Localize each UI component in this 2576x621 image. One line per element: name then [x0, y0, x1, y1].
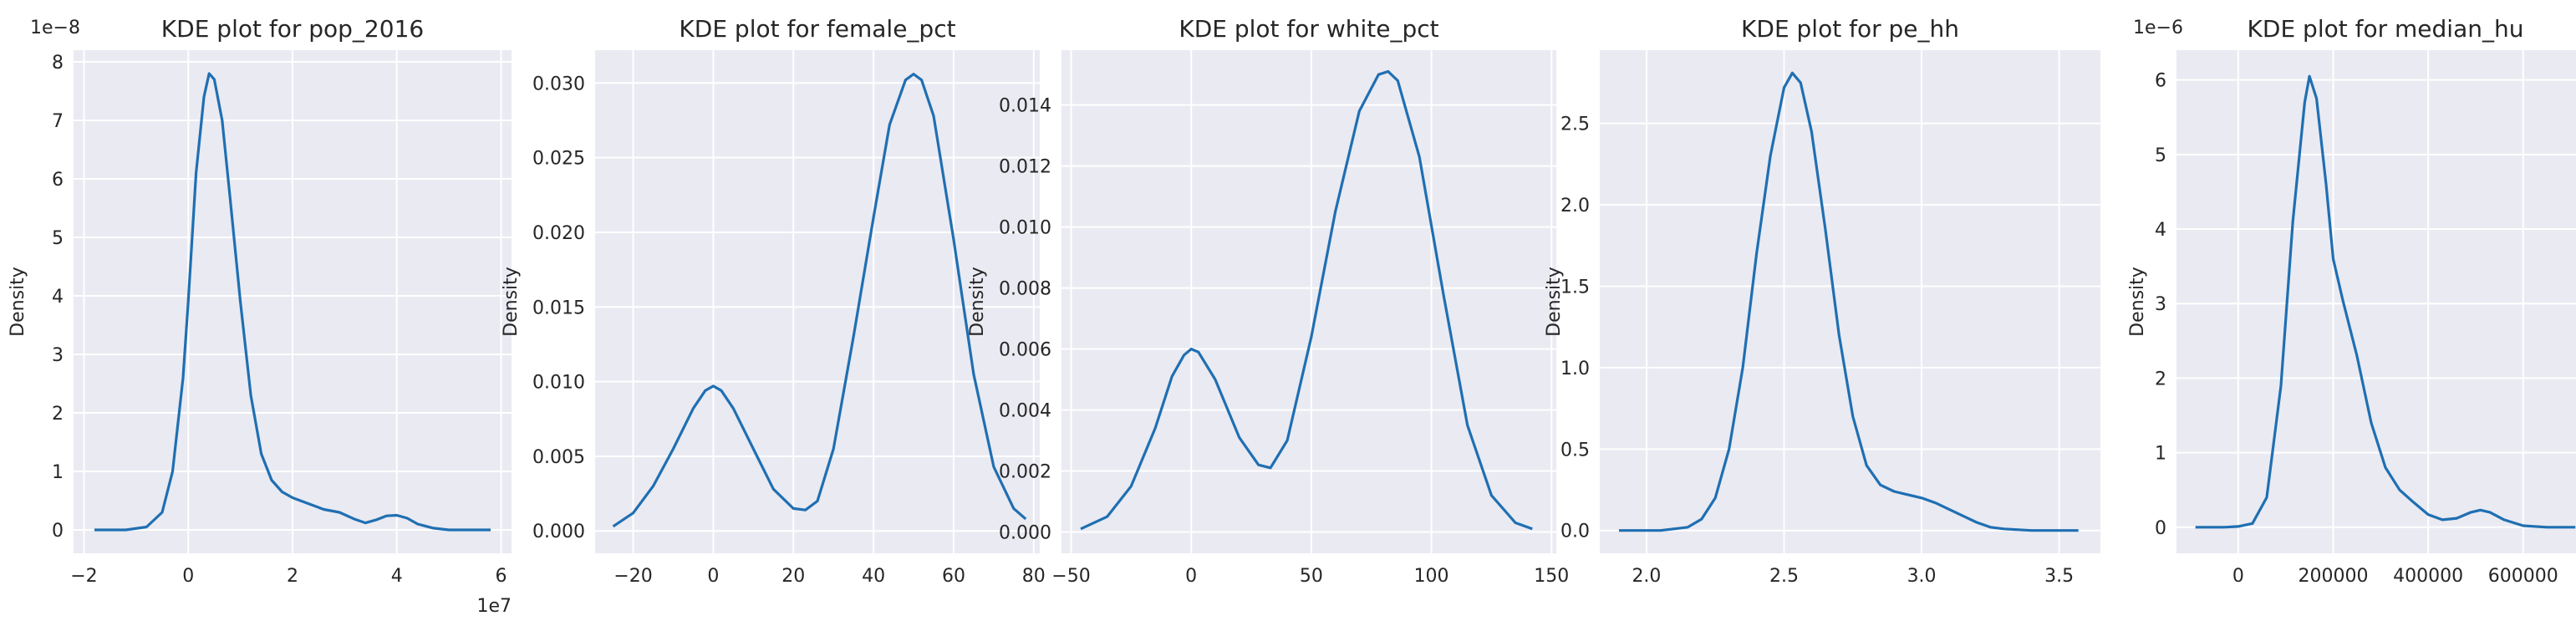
y-tick-label: 2: [52, 404, 64, 425]
x-tick-label: 0: [1185, 566, 1197, 587]
y-tick-label: 0.020: [532, 223, 585, 244]
chart-title: KDE plot for median_hu: [2248, 15, 2524, 43]
y-tick-label: 0.5: [1560, 440, 1590, 461]
x-tick-label: 50: [1300, 566, 1323, 587]
y-axis-label: Density: [8, 267, 28, 337]
chart-5: 0 200000 400000 600000 0 1 2 3 4 5 6 KDE plot for m…: [2127, 15, 2576, 587]
x-tick-label: 0: [182, 566, 194, 587]
y-axis-label: Density: [1544, 267, 1565, 337]
y-tick-label: 0: [2155, 518, 2166, 539]
y-tick-label: 1: [2155, 444, 2166, 465]
kde-line: [1619, 71, 2079, 532]
y-axis-label: Density: [967, 267, 988, 337]
y-tick-label: 0.030: [532, 74, 585, 94]
y-tick-label: 0.008: [999, 279, 1051, 300]
y-offset-label: 1e−6: [2133, 18, 2183, 38]
y-tick-label: 0.000: [532, 522, 585, 542]
chart-2: −20 0 20 40 60 80 0.000 0.005 0.010 0.015 0.020 0.0…: [501, 15, 1046, 587]
y-tick-label: 2.0: [1560, 196, 1590, 216]
y-tick-label: 5: [2155, 145, 2166, 166]
x-tick-label: 0: [2232, 566, 2244, 587]
plot-area: [1600, 50, 2100, 553]
chart-title: KDE plot for female_pct: [679, 15, 955, 43]
x-offset-label: 1e7: [476, 596, 512, 617]
x-tick-label: 200000: [2299, 566, 2369, 587]
chart-title: KDE plot for pe_hh: [1741, 15, 1959, 43]
x-tick-label: 2: [287, 566, 298, 587]
x-tick-label: 150: [1534, 566, 1569, 587]
x-tick-label: 4: [391, 566, 403, 587]
y-axis-label: Density: [2127, 267, 2148, 337]
kde-line: [2195, 74, 2576, 529]
kde-line: [94, 72, 491, 532]
y-tick-label: 6: [52, 170, 64, 191]
x-tick-label: 3.0: [1907, 566, 1937, 587]
y-tick-label: 0.000: [999, 522, 1051, 543]
y-tick-label: 0.005: [532, 447, 585, 468]
x-tick-label: 80: [1022, 566, 1046, 587]
y-offset-label: 1e−8: [30, 18, 80, 38]
y-tick-label: 0.012: [999, 157, 1051, 178]
y-tick-label: 0.006: [999, 340, 1051, 361]
x-tick-label: 2.5: [1769, 566, 1799, 587]
chart-4: 2.0 2.5 3.0 3.5 0.0 0.5 1.0 1.5 2.0 2.5 KDE plot f…: [1544, 15, 2100, 587]
y-tick-label: 5: [52, 228, 64, 249]
x-tick-label: −50: [1051, 566, 1090, 587]
x-tick-label: 100: [1414, 566, 1449, 587]
x-tick-label: 400000: [2393, 566, 2463, 587]
y-tick-label: 4: [2155, 220, 2166, 241]
y-tick-label: 0.010: [532, 373, 585, 394]
chart-1: −2 0 2 4 6 0 1 2 3 4 5 6 7 8 KDE plot for pop_2016 Dens…: [8, 15, 512, 617]
y-tick-label: 0.025: [532, 149, 585, 170]
chart-title: KDE plot for white_pct: [1179, 15, 1438, 43]
y-tick-label: 4: [52, 287, 64, 308]
y-axis-label: Density: [501, 267, 522, 337]
y-tick-label: 0.015: [532, 298, 585, 318]
y-tick-label: 2: [2155, 369, 2166, 389]
y-tick-label: 0.010: [999, 218, 1051, 239]
x-tick-label: 20: [781, 566, 805, 587]
kde-line: [1080, 69, 1533, 531]
x-tick-label: 6: [496, 566, 507, 587]
chart-title: KDE plot for pop_2016: [161, 15, 424, 43]
chart-3: −50 0 50 100 150 0.000 0.002 0.004 0.006 0.008 0.0…: [967, 15, 1569, 587]
y-tick-label: 1.0: [1560, 359, 1590, 379]
y-tick-label: 6: [2155, 71, 2166, 92]
y-tick-label: 3: [2155, 294, 2166, 315]
x-tick-label: −20: [613, 566, 652, 587]
plot-area: [2176, 50, 2576, 553]
plot-area: [595, 50, 1040, 553]
x-tick-label: −2: [70, 566, 97, 587]
plot-area: [1061, 50, 1556, 553]
y-tick-label: 0.014: [999, 96, 1051, 117]
x-tick-label: 600000: [2488, 566, 2558, 587]
y-tick-label: 0.004: [999, 401, 1051, 422]
kde-line: [612, 73, 1027, 528]
x-tick-label: 3.5: [2044, 566, 2074, 587]
x-tick-label: 2.0: [1632, 566, 1661, 587]
y-tick-label: 0: [52, 521, 64, 542]
y-tick-label: 1.5: [1560, 277, 1590, 298]
y-tick-label: 8: [52, 53, 64, 74]
y-tick-label: 1: [52, 462, 64, 483]
x-tick-label: 60: [942, 566, 965, 587]
y-tick-label: 0.0: [1560, 522, 1590, 542]
y-tick-label: 2.5: [1560, 115, 1590, 135]
x-tick-label: 0: [707, 566, 719, 587]
y-tick-label: 3: [52, 345, 64, 366]
y-tick-label: 7: [52, 111, 64, 132]
y-tick-label: 0.002: [999, 461, 1051, 482]
x-tick-label: 40: [862, 566, 885, 587]
